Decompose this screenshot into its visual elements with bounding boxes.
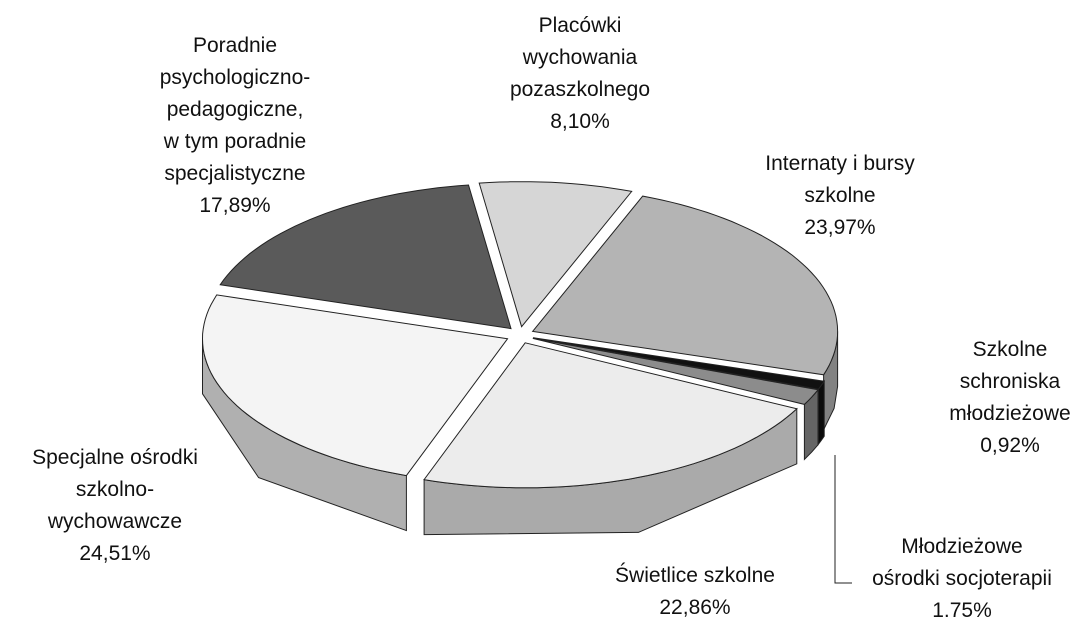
label-line: schroniska [960, 370, 1061, 393]
slice-label: Poradnie psychologiczno-pedagogiczne, w ty… [160, 34, 311, 185]
slice-label: Specjalne ośrodki szkolno-wychowawcze [32, 446, 198, 533]
pie-slice [423, 342, 798, 489]
leader-line [834, 455, 852, 584]
label-line: wychowania [522, 46, 638, 69]
slice-label: Placówki wychowania pozaszkolnego [510, 14, 650, 101]
slice-value-label: 24,51% [79, 542, 150, 565]
label-line: specjalistyczne [164, 162, 305, 185]
label-line: pedagogiczne, [167, 98, 304, 121]
label-line: szkolno- [76, 478, 154, 501]
label-line: młodzieżowe [949, 402, 1070, 425]
pie-slice-side [817, 379, 825, 446]
label-line: Specjalne ośrodki [32, 446, 198, 469]
pie-slice [478, 181, 633, 328]
label-line: psychologiczno- [160, 66, 311, 89]
label-line: pozaszkolnego [510, 78, 650, 101]
pie-slice [201, 294, 509, 477]
pie-slice [532, 337, 819, 405]
label-line: Placówki [539, 14, 622, 37]
slice-label: Szkolne schroniska młodzieżowe [949, 338, 1070, 425]
slice-label: Świetlice szkolne [615, 563, 775, 587]
slice-value-label: 1.75% [932, 599, 992, 622]
slice-label: Internaty i bursy szkolne [765, 152, 915, 207]
pie-slice [531, 195, 839, 376]
label-line: wychowawcze [47, 510, 182, 533]
slice-value-label: 22,86% [659, 596, 730, 619]
label-line: ośrodki socjoterapii [872, 567, 1052, 590]
slice-value-label: 17,89% [199, 194, 270, 217]
label-line: Świetlice szkolne [615, 563, 775, 587]
slice-value-label: 8,10% [550, 110, 610, 133]
slice-label: Młodzieżowe ośrodki socjoterapii [872, 535, 1052, 590]
label-line: Szkolne [973, 338, 1048, 361]
pie-slice [533, 337, 826, 390]
label-line: Poradnie [193, 34, 277, 57]
slice-value-label: 0,92% [980, 434, 1040, 457]
label-line: Młodzieżowe [901, 535, 1022, 558]
label-line: szkolne [804, 184, 875, 207]
pie-slice [219, 184, 512, 330]
label-line: Internaty i bursy [765, 152, 915, 175]
label-line: w tym poradnie [163, 130, 306, 153]
slice-value-label: 23,97% [804, 216, 875, 239]
